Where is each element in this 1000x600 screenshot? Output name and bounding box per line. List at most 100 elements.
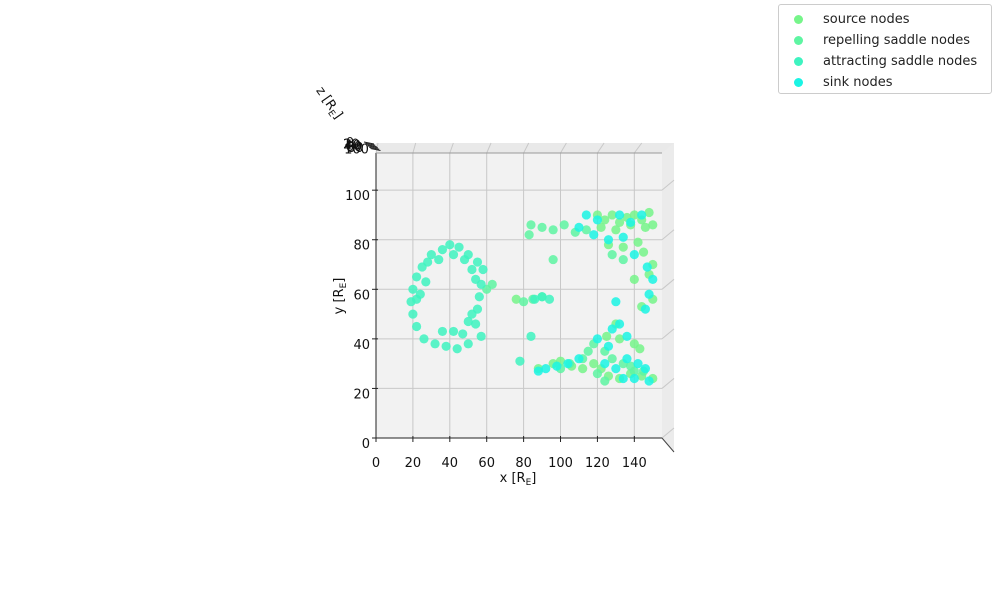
- data-point: [437, 245, 448, 255]
- z-tick: [367, 145, 378, 149]
- legend-label: attracting saddle nodes: [823, 54, 978, 69]
- data-point: [622, 354, 632, 364]
- z-axis-label: z [RE]: [311, 84, 345, 123]
- data-point: [629, 250, 639, 260]
- data-point: [519, 297, 529, 307]
- data-point: [574, 354, 584, 364]
- x-tick-label: 100: [548, 456, 573, 471]
- data-point: [511, 294, 521, 304]
- axes: 0 20 40 60 80 100 120 1400204060801000204060801…: [343, 136, 675, 471]
- data-point: [533, 366, 543, 376]
- data-point: [611, 225, 621, 235]
- y-tick-label: 60: [353, 288, 370, 303]
- data-point: [592, 368, 603, 379]
- data-point: [448, 326, 459, 337]
- y-tick-label: 80: [353, 239, 370, 254]
- data-point: [559, 220, 569, 230]
- data-point: [596, 222, 606, 232]
- z-tick-label: 0: [346, 136, 354, 151]
- data-point: [581, 210, 591, 220]
- data-point: [635, 344, 645, 354]
- data-point: [648, 274, 658, 284]
- legend-item: attracting saddle nodes: [779, 51, 991, 72]
- z-tick-label: 100: [344, 143, 369, 158]
- data-point: [600, 359, 610, 369]
- side-gridline: [661, 378, 675, 389]
- data-point: [607, 354, 617, 364]
- data-point: [642, 262, 652, 272]
- side-gridline: [661, 229, 675, 241]
- data-point: [552, 361, 562, 371]
- top-gridline: [486, 142, 492, 154]
- data-point: [603, 235, 614, 245]
- legend-item: sink nodes: [779, 72, 991, 93]
- data-point: [458, 329, 468, 339]
- x-tick-label: 140: [622, 456, 647, 471]
- legend-item: repelling saddle nodes: [779, 30, 991, 51]
- data-point: [644, 289, 654, 299]
- x-tick-label: 40: [442, 456, 459, 471]
- data-point: [618, 373, 628, 384]
- data-point: [607, 250, 617, 260]
- data-point: [419, 334, 429, 344]
- data-point: [530, 294, 540, 304]
- top-gridline: [523, 142, 530, 154]
- data-point: [648, 220, 658, 230]
- data-point: [607, 324, 617, 334]
- z-tick-label: 60: [346, 140, 363, 155]
- x-tick-label: 120: [585, 456, 610, 471]
- legend-label: sink nodes: [823, 75, 893, 90]
- side-gridline: [661, 427, 675, 439]
- data-point: [640, 222, 650, 232]
- data-point: [611, 364, 621, 374]
- data-point: [592, 334, 603, 344]
- z-tick: [363, 141, 375, 145]
- data-point: [474, 292, 484, 302]
- top-gridline: [412, 142, 417, 154]
- data-point: [452, 344, 462, 354]
- data-point: [526, 220, 536, 230]
- data-point: [574, 222, 584, 232]
- data-point: [467, 264, 477, 275]
- side-edge-line: [661, 437, 675, 453]
- data-point: [607, 210, 617, 220]
- data-point: [589, 359, 599, 369]
- data-point: [487, 279, 497, 289]
- top-gridline: [560, 142, 567, 154]
- data-point: [618, 254, 628, 265]
- side-gridline: [661, 278, 675, 290]
- scatter-points: [406, 207, 658, 386]
- data-point: [408, 284, 418, 294]
- data-point: [640, 364, 650, 374]
- data-point: [478, 264, 488, 275]
- data-point: [437, 326, 448, 337]
- legend-item: source nodes: [779, 9, 991, 30]
- data-point: [614, 319, 625, 329]
- data-point: [629, 210, 639, 220]
- data-point: [614, 210, 625, 220]
- data-point: [524, 230, 534, 240]
- x-tick-label: 20: [405, 456, 422, 471]
- data-point: [637, 210, 647, 220]
- data-point: [537, 292, 547, 302]
- z-tick: [365, 142, 376, 146]
- data-point: [626, 217, 636, 227]
- data-point: [638, 247, 649, 257]
- data-point: [541, 364, 551, 374]
- z-tick: [370, 148, 381, 151]
- z-tick-label: 20: [343, 137, 360, 152]
- data-point: [640, 304, 650, 314]
- data-point: [445, 240, 455, 250]
- z-tick-label: 80: [347, 141, 364, 156]
- z-tick: [366, 144, 377, 148]
- legend-swatch: [794, 15, 803, 24]
- data-point: [644, 207, 654, 218]
- data-point: [600, 376, 610, 386]
- data-point: [633, 237, 643, 247]
- data-point: [644, 376, 654, 386]
- data-point: [471, 319, 481, 329]
- data-point: [426, 250, 436, 260]
- data-point: [618, 242, 628, 252]
- data-point: [423, 257, 433, 267]
